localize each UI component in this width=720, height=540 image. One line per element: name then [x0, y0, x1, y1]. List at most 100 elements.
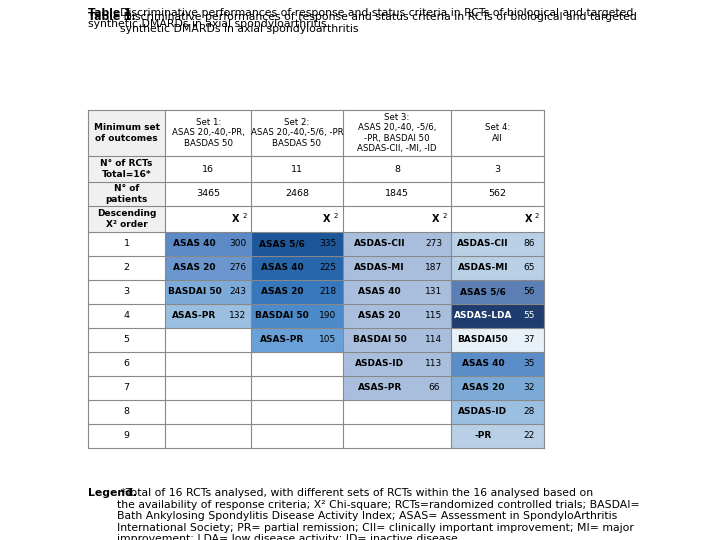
Bar	[251, 304, 343, 328]
Bar	[88, 156, 166, 182]
Bar	[166, 424, 251, 448]
Text: 2: 2	[535, 213, 539, 219]
Text: *Total of 16 RCTs analysed, with different sets of RCTs within the 16 analysed b: *Total of 16 RCTs analysed, with differe…	[117, 488, 639, 540]
Text: ASAS 20: ASAS 20	[462, 383, 504, 393]
Bar	[343, 256, 451, 280]
Text: 5: 5	[124, 335, 130, 345]
Text: 3: 3	[124, 287, 130, 296]
Bar	[343, 328, 451, 352]
Bar	[251, 328, 343, 352]
Text: 113: 113	[426, 360, 443, 368]
Text: 3465: 3465	[196, 190, 220, 199]
Text: 32: 32	[523, 383, 535, 393]
Bar	[451, 352, 544, 376]
Bar	[88, 256, 166, 280]
Text: 225: 225	[320, 264, 336, 273]
Bar	[451, 424, 544, 448]
Bar	[343, 206, 451, 232]
Bar	[343, 400, 451, 424]
Bar	[343, 280, 451, 304]
Bar	[166, 232, 251, 256]
Text: 9: 9	[124, 431, 130, 441]
Bar	[166, 182, 251, 206]
Text: ASDAS-CII: ASDAS-CII	[457, 240, 508, 248]
Text: 218: 218	[320, 287, 336, 296]
Bar	[88, 182, 166, 206]
Bar	[88, 304, 166, 328]
Bar	[343, 304, 451, 328]
Bar	[88, 280, 166, 304]
Bar	[451, 232, 544, 256]
Text: 2: 2	[242, 213, 246, 219]
Bar	[88, 400, 166, 424]
Bar	[251, 280, 343, 304]
Bar	[251, 352, 343, 376]
Bar	[88, 352, 166, 376]
Bar	[166, 110, 251, 156]
Bar	[251, 304, 343, 328]
Bar	[251, 256, 343, 280]
Bar	[451, 400, 544, 424]
Text: BASDAI 50: BASDAI 50	[256, 312, 309, 321]
Text: ASAS-PR: ASAS-PR	[357, 383, 402, 393]
Bar	[251, 376, 343, 400]
Text: 105: 105	[320, 335, 336, 345]
Bar	[88, 328, 166, 352]
Bar	[451, 156, 544, 182]
Bar	[88, 400, 166, 424]
Bar	[251, 156, 343, 182]
Bar	[251, 376, 343, 400]
Bar	[88, 376, 166, 400]
Bar	[343, 280, 451, 304]
Text: 37: 37	[523, 335, 535, 345]
Bar	[251, 328, 343, 352]
Bar	[88, 206, 166, 232]
Text: 55: 55	[523, 312, 535, 321]
Text: Discriminative performances of response and status criteria in RCTs of biologica: Discriminative performances of response …	[120, 12, 637, 33]
Text: 2468: 2468	[285, 190, 309, 199]
Bar	[166, 304, 251, 328]
Bar	[166, 376, 251, 400]
Bar	[343, 424, 451, 448]
Text: 335: 335	[320, 240, 336, 248]
Bar	[451, 376, 544, 400]
Bar	[88, 424, 166, 448]
Text: X: X	[524, 214, 532, 224]
Text: Set 2:
ASAS 20,-40,-5/6, -PR
BASDAS 50: Set 2: ASAS 20,-40,-5/6, -PR BASDAS 50	[251, 118, 343, 148]
Text: N° of RCTs
Total=16*: N° of RCTs Total=16*	[100, 159, 153, 179]
Bar	[166, 328, 251, 352]
Text: Legend.: Legend.	[88, 488, 137, 498]
Bar	[451, 156, 544, 182]
Bar	[251, 110, 343, 156]
Bar	[451, 256, 544, 280]
Text: Table 1.: Table 1.	[88, 8, 136, 18]
Text: 1: 1	[124, 240, 130, 248]
Text: Set 1:
ASAS 20,-40,-PR,
BASDAS 50: Set 1: ASAS 20,-40,-PR, BASDAS 50	[172, 118, 245, 148]
Bar	[343, 206, 451, 232]
Text: 56: 56	[523, 287, 535, 296]
Text: 3: 3	[495, 165, 500, 173]
Text: ASAS-PR: ASAS-PR	[172, 312, 217, 321]
Text: 132: 132	[229, 312, 246, 321]
Text: 187: 187	[426, 264, 443, 273]
Text: 66: 66	[428, 383, 440, 393]
Bar	[88, 376, 166, 400]
Text: X: X	[432, 214, 439, 224]
Bar	[451, 376, 544, 400]
Bar	[166, 376, 251, 400]
Bar	[251, 206, 343, 232]
Bar	[451, 110, 544, 156]
Text: 300: 300	[229, 240, 246, 248]
Text: 28: 28	[523, 408, 535, 416]
Bar	[251, 182, 343, 206]
Text: 22: 22	[523, 431, 535, 441]
Bar	[343, 328, 451, 352]
Bar	[166, 156, 251, 182]
Bar	[251, 206, 343, 232]
Bar	[88, 424, 166, 448]
Text: ASAS 20: ASAS 20	[261, 287, 304, 296]
Bar	[251, 182, 343, 206]
Text: ASDAS-MI: ASDAS-MI	[354, 264, 405, 273]
Bar	[343, 182, 451, 206]
Text: 65: 65	[523, 264, 535, 273]
